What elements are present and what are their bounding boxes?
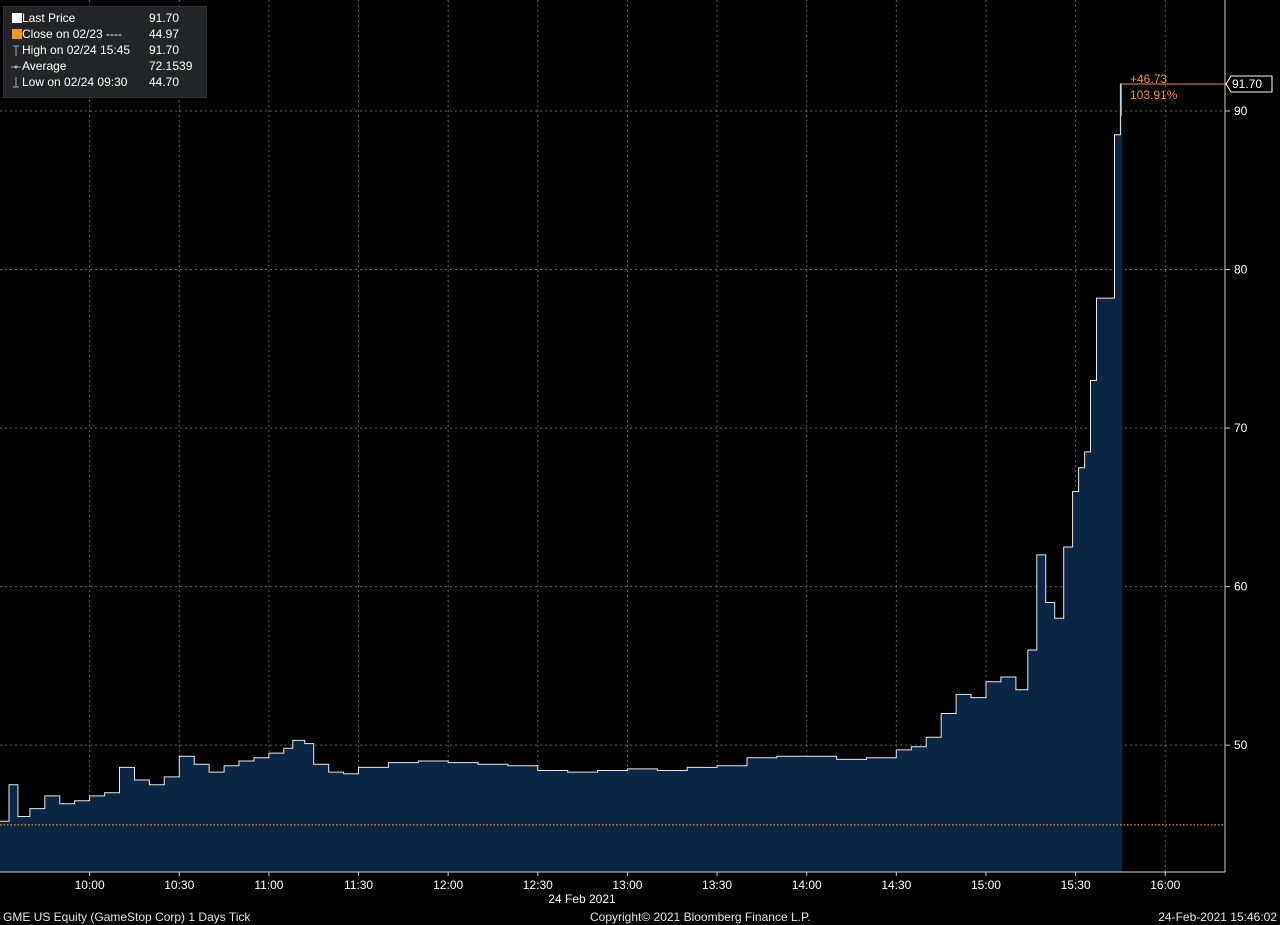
- y-axis-ticks: 50 60 70 80 90: [1225, 104, 1248, 752]
- y-tick-label: 60: [1234, 580, 1248, 594]
- y-tick-label: 70: [1234, 421, 1248, 435]
- last-price-tag-value: 91.70: [1232, 77, 1262, 91]
- legend-value: 44.97: [149, 27, 180, 41]
- x-tick-label: 11:00: [254, 878, 283, 892]
- low-marker-icon: [11, 75, 21, 90]
- legend: Last Price 91.70 Close on 02/23 ---- 44.…: [3, 6, 207, 98]
- high-marker-icon: [11, 43, 21, 58]
- legend-label: Close on 02/23 ----: [22, 27, 123, 41]
- legend-label: Low on 02/24 09:30: [22, 75, 128, 89]
- last-price-tag: 91.70: [1225, 75, 1273, 93]
- legend-label: High on 02/24 15:45: [22, 43, 131, 57]
- x-tick-label: 13:00: [612, 878, 642, 892]
- legend-value: 91.70: [149, 11, 180, 25]
- legend-value: 72.1539: [149, 59, 193, 73]
- footer-timestamp: 24-Feb-2021 15:46:02: [1158, 910, 1277, 924]
- legend-label: Average: [22, 59, 67, 73]
- y-tick-label: 50: [1234, 738, 1248, 752]
- average-marker-icon: [11, 59, 21, 74]
- change-annotation-box: [1120, 83, 1225, 116]
- x-tick-label: 10:30: [164, 878, 194, 892]
- y-tick-label: 90: [1234, 104, 1248, 118]
- x-tick-label: 14:00: [792, 878, 822, 892]
- change-annotation-percent: 103.91%: [1130, 88, 1178, 102]
- x-axis-date-label: 24 Feb 2021: [548, 892, 616, 906]
- legend-item-average: Average 72.1539: [4, 59, 204, 74]
- change-annotation-change: +46.73: [1130, 72, 1167, 86]
- change-annotation: +46.73 103.91%: [1120, 72, 1225, 116]
- y-tick-label: 80: [1234, 263, 1248, 277]
- orange-square-icon: [11, 27, 22, 42]
- x-tick-label: 13:30: [702, 878, 732, 892]
- footer-security: GME US Equity (GameStop Corp) 1 Days Tic…: [3, 910, 251, 924]
- white-square-icon: [11, 11, 22, 26]
- x-tick-label: 10:00: [75, 878, 105, 892]
- legend-item-high: High on 02/24 15:45 91.70: [4, 43, 204, 58]
- legend-value: 91.70: [149, 43, 180, 57]
- axes: [0, 0, 1226, 873]
- footer-copyright: Copyright© 2021 Bloomberg Finance L.P.: [590, 910, 811, 924]
- x-tick-label: 12:30: [523, 878, 553, 892]
- x-tick-label: 11:30: [344, 878, 373, 892]
- x-tick-label: 15:30: [1061, 878, 1091, 892]
- x-tick-label: 12:00: [433, 878, 463, 892]
- x-axis-ticks: 10:00 10:30 11:00 11:30 12:00 12:30 13:00 13:30…: [75, 872, 1181, 892]
- x-tick-label: 15:00: [971, 878, 1001, 892]
- legend-item-last-price: Last Price 91.70: [4, 11, 204, 26]
- legend-item-low: Low on 02/24 09:30 44.70: [4, 75, 204, 90]
- x-tick-label: 16:00: [1150, 878, 1180, 892]
- legend-item-close: Close on 02/23 ---- 44.97: [4, 27, 204, 42]
- price-line: [0, 83, 1123, 822]
- legend-value: 44.70: [149, 75, 180, 89]
- legend-label: Last Price: [22, 11, 76, 25]
- last-price-tag-shape: [1225, 75, 1273, 93]
- x-tick-label: 14:30: [881, 878, 911, 892]
